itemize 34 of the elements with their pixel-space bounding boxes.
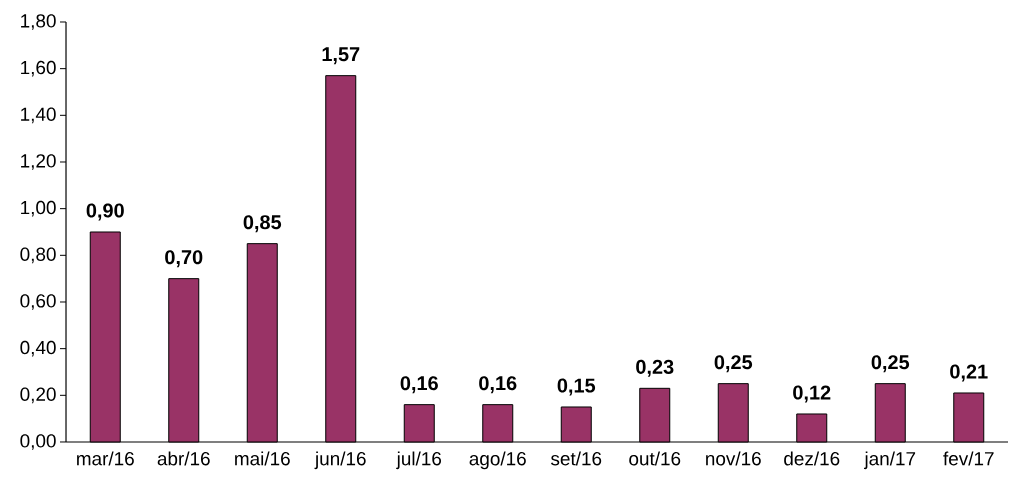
x-tick-label: mai/16 [235, 451, 290, 466]
data-label: 0,25 [714, 355, 753, 373]
data-label: 0,25 [871, 355, 910, 373]
data-label: 0,23 [636, 359, 674, 377]
data-label: 0,21 [950, 364, 988, 382]
x-tick-label: fev/17 [943, 451, 994, 466]
x-tick-label: ago/16 [469, 451, 526, 470]
y-tick-label: 0,60 [20, 294, 56, 310]
y-tick-label: 0,80 [20, 247, 56, 264]
y-tick-label: 1,60 [21, 60, 56, 77]
data-label: 0,90 [86, 203, 124, 221]
x-tick-label: mar/16 [77, 451, 134, 466]
x-tick-label: abr/16 [157, 451, 210, 466]
x-tick-label: nov/16 [706, 451, 761, 466]
x-tick-label: jun/16 [314, 451, 366, 470]
y-tick-label: 0,40 [20, 340, 56, 357]
y-tick-label: 0,00 [20, 434, 56, 450]
x-tick-label: set/16 [551, 451, 602, 466]
data-label: 0,85 [243, 215, 282, 233]
y-tick-label: 1,40 [21, 107, 56, 124]
data-label: 0,16 [400, 376, 438, 394]
x-tick-label: out/16 [629, 451, 681, 466]
data-label: 0,12 [793, 385, 831, 403]
data-label: 0,15 [557, 378, 596, 396]
y-tick-label: 0,20 [20, 387, 56, 404]
y-tick-label: 1,80 [21, 14, 56, 30]
data-label: 0,16 [479, 376, 517, 394]
x-tick-label: jan/17 [864, 451, 916, 470]
data-label: 0,70 [165, 250, 203, 268]
data-label: 1,57 [322, 47, 360, 65]
y-tick-label: 1,00 [21, 200, 56, 217]
x-tick-label: jul/16 [396, 451, 442, 470]
y-tick-label: 1,20 [21, 154, 56, 170]
x-tick-label: dez/16 [784, 451, 840, 466]
